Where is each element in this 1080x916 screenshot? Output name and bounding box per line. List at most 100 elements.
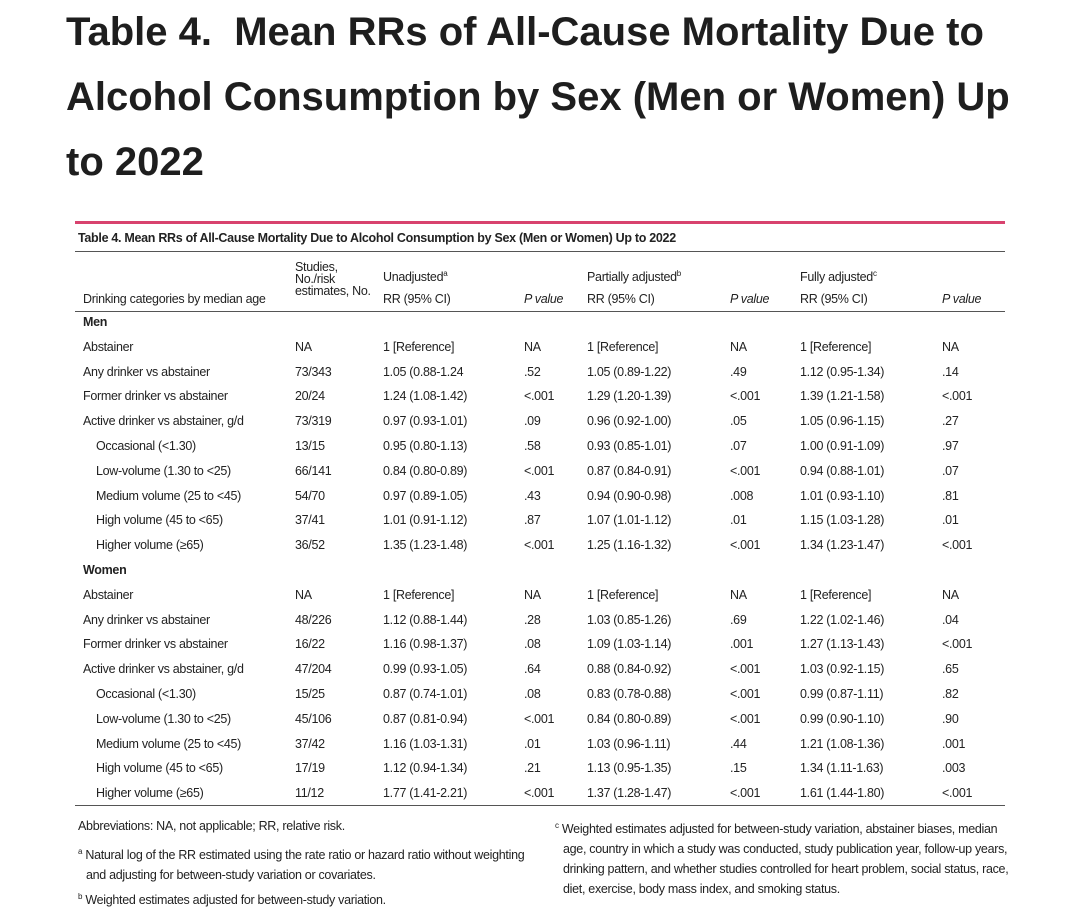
footnote-marker: b bbox=[78, 892, 83, 901]
cell: 0.96 (0.92-1.00) bbox=[587, 414, 672, 429]
cell: 0.99 (0.93-1.05) bbox=[383, 662, 468, 677]
cell: 1 [Reference] bbox=[800, 587, 872, 602]
cell: NA bbox=[730, 339, 747, 354]
cell: .001 bbox=[730, 637, 754, 652]
cell: .97 bbox=[942, 439, 959, 453]
cell: 0.88 (0.84-0.92) bbox=[587, 662, 672, 677]
cell: 1.35 (1.23-1.48) bbox=[383, 538, 468, 553]
row-label: High volume (45 to <65) bbox=[96, 513, 223, 528]
cell: 11/12 bbox=[295, 786, 324, 801]
cell: .01 bbox=[524, 736, 541, 751]
heading: Table 4. Mean RRs of All-Cause Mortality… bbox=[66, 10, 1021, 184]
cell: .58 bbox=[524, 439, 541, 453]
cell: <.001 bbox=[942, 389, 973, 404]
cell: <.001 bbox=[730, 662, 761, 677]
cell: 48/226 bbox=[295, 612, 332, 627]
footnote-marker: c bbox=[555, 821, 559, 830]
footnote-marker: c bbox=[872, 269, 877, 278]
cell: 1.09 (1.03-1.14) bbox=[587, 637, 672, 652]
cell: .82 bbox=[942, 687, 959, 701]
cell: 0.84 (0.80-0.89) bbox=[383, 463, 468, 478]
cell: .21 bbox=[524, 761, 541, 776]
row-label: Medium volume (25 to <45) bbox=[96, 736, 242, 751]
column-header: P value bbox=[942, 292, 982, 306]
row-label: Occasional (<1.30) bbox=[96, 687, 196, 701]
cell: .15 bbox=[730, 761, 747, 776]
cell: .01 bbox=[942, 513, 959, 528]
cell: 1.61 (1.44-1.80) bbox=[800, 786, 885, 801]
cell: 1.01 (0.93-1.10) bbox=[800, 488, 885, 503]
row-label: Abstainer bbox=[83, 587, 134, 602]
cell: 1.39 (1.21-1.58) bbox=[800, 389, 885, 404]
cell: 1.03 (0.96-1.11) bbox=[587, 736, 671, 751]
accent-rule bbox=[75, 221, 1005, 224]
cell: 1.15 (1.03-1.28) bbox=[800, 513, 885, 528]
cell: .81 bbox=[942, 488, 959, 503]
column-header: estimates, No. bbox=[295, 284, 371, 298]
cell: 1.34 (1.11-1.63) bbox=[800, 761, 884, 776]
cell: .001 bbox=[942, 736, 966, 751]
cell: .05 bbox=[730, 414, 747, 429]
cell: 1.21 (1.08-1.36) bbox=[800, 736, 885, 751]
cell: 0.83 (0.78-0.88) bbox=[587, 687, 672, 701]
cell: .08 bbox=[524, 687, 541, 701]
cell: 15/25 bbox=[295, 687, 325, 701]
cell: .003 bbox=[942, 761, 966, 776]
cell: 1 [Reference] bbox=[383, 339, 455, 354]
cell: 1.03 (0.85-1.26) bbox=[587, 612, 672, 627]
cell: .07 bbox=[942, 463, 959, 478]
footnote-marker: a bbox=[443, 269, 448, 278]
cell: .49 bbox=[730, 364, 747, 379]
cell: <.001 bbox=[730, 786, 761, 801]
cell: .69 bbox=[730, 612, 747, 627]
column-header: Studies, bbox=[295, 260, 338, 274]
cell: <.001 bbox=[730, 687, 761, 701]
cell: <.001 bbox=[730, 463, 761, 478]
cell: 66/141 bbox=[295, 463, 332, 478]
cell: NA bbox=[295, 339, 312, 354]
table-caption: Table 4. Mean RRs of All-Cause Mortality… bbox=[78, 231, 676, 245]
cell: <.001 bbox=[524, 786, 555, 801]
row-label: High volume (45 to <65) bbox=[96, 761, 223, 776]
group-label: Unadjusted bbox=[383, 270, 444, 285]
cell: 13/15 bbox=[295, 439, 325, 453]
column-header: RR (95% CI) bbox=[587, 292, 655, 306]
cell: <.001 bbox=[730, 389, 761, 404]
cell: 37/41 bbox=[295, 513, 325, 528]
cell: 0.84 (0.80-0.89) bbox=[587, 711, 672, 726]
cell: 0.94 (0.88-1.01) bbox=[800, 463, 885, 478]
group-header: Partially adjustedb bbox=[587, 267, 681, 284]
cell: <.001 bbox=[524, 389, 555, 404]
row-label: Low-volume (1.30 to <25) bbox=[96, 711, 231, 726]
cell: NA bbox=[942, 339, 959, 354]
cell: 1.00 (0.91-1.09) bbox=[800, 439, 885, 453]
cell: 1 [Reference] bbox=[587, 339, 659, 354]
cell: .27 bbox=[942, 414, 959, 429]
cell: 0.87 (0.74-1.01) bbox=[383, 687, 468, 701]
cell: .09 bbox=[524, 414, 541, 429]
cell: 36/52 bbox=[295, 538, 325, 553]
cell: 54/70 bbox=[295, 488, 325, 503]
cell: .64 bbox=[524, 662, 541, 677]
rule bbox=[75, 251, 1005, 252]
cell: <.001 bbox=[524, 538, 555, 553]
cell: 1.03 (0.92-1.15) bbox=[800, 662, 885, 677]
column-header: No./risk bbox=[295, 272, 335, 286]
cell: 16/22 bbox=[295, 637, 325, 652]
cell: <.001 bbox=[942, 637, 973, 652]
cell: 0.99 (0.87-1.11) bbox=[800, 687, 884, 701]
cell: 1.12 (0.88-1.44) bbox=[383, 612, 468, 627]
cell: .07 bbox=[730, 439, 747, 453]
row-label: Occasional (<1.30) bbox=[96, 439, 196, 453]
row-label: Abstainer bbox=[83, 339, 134, 354]
footnote-text: Natural log of the RR estimated using th… bbox=[85, 848, 525, 883]
row-label: Former drinker vs abstainer bbox=[83, 389, 228, 404]
cell: <.001 bbox=[524, 463, 555, 478]
cell: 1.16 (0.98-1.37) bbox=[383, 637, 468, 652]
cell: 17/19 bbox=[295, 761, 325, 776]
cell: NA bbox=[524, 339, 541, 354]
cell: 0.94 (0.90-0.98) bbox=[587, 488, 672, 503]
cell: .14 bbox=[942, 364, 959, 379]
